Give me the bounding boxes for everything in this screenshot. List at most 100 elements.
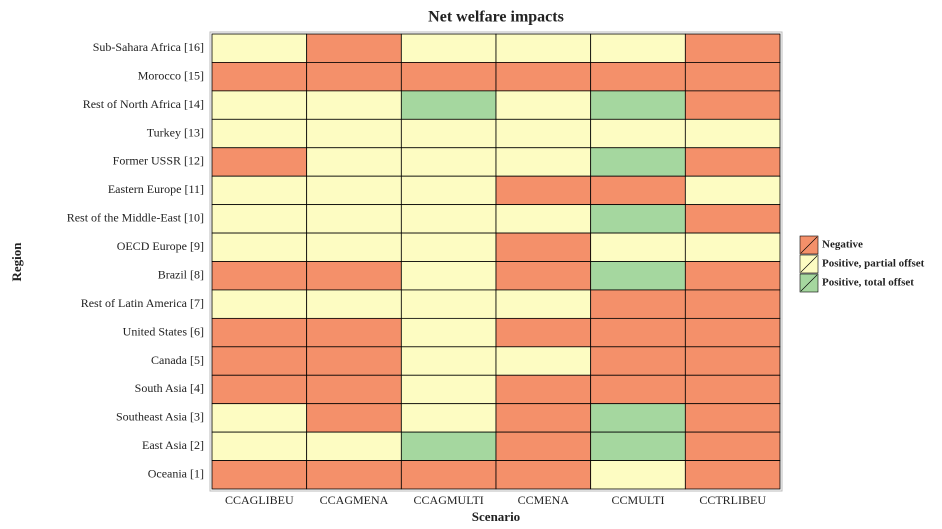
heatmap-cell	[211, 261, 308, 291]
y-tick-label: South Asia [4]	[135, 381, 204, 395]
heatmap-cell	[306, 90, 402, 120]
heatmap-cell	[495, 118, 592, 149]
heatmap-cell	[590, 374, 686, 405]
heatmap-cell	[590, 175, 686, 206]
y-tick-label: Eastern Europe [11]	[108, 182, 204, 196]
heatmap-cell	[306, 232, 402, 262]
heatmap-cell	[495, 62, 592, 92]
heatmap-cell	[400, 62, 497, 92]
heatmap-cell	[211, 147, 308, 177]
heatmap-cell	[684, 403, 781, 433]
panel-border	[209, 31, 783, 492]
heatmap-cell	[306, 289, 402, 319]
heatmap-cell	[211, 346, 308, 376]
heatmap-cell	[400, 431, 497, 461]
heatmap-cell	[684, 62, 781, 92]
heatmap-cell	[211, 204, 308, 234]
y-tick-label: Rest of the Middle-East [10]	[67, 211, 204, 225]
heatmap-cell	[211, 62, 308, 92]
y-tick-label: Brazil [8]	[158, 267, 204, 281]
heatmap-cell	[684, 33, 781, 63]
heatmap-cell	[590, 261, 686, 291]
heatmap-cell	[400, 289, 497, 319]
y-tick-label: Former USSR [12]	[113, 154, 204, 168]
heatmap-cell	[211, 374, 308, 405]
heatmap-cell	[684, 317, 781, 348]
x-tick-label: CCAGLIBEU	[225, 493, 294, 507]
heatmap-cell	[590, 118, 686, 149]
y-tick-label: OECD Europe [9]	[117, 239, 204, 253]
heatmap-cell	[400, 33, 497, 63]
chart-title: Net welfare impacts	[428, 9, 564, 26]
heatmap-cell	[590, 232, 686, 262]
heatmap-cell	[590, 346, 686, 376]
x-tick-label: CCMULTI	[612, 493, 665, 507]
heatmap-cell	[211, 317, 308, 348]
heatmap-cell	[400, 346, 497, 376]
heatmap-cell	[306, 374, 402, 405]
legend-label: Positive, total offset	[822, 277, 914, 289]
heatmap-cell	[400, 460, 497, 490]
heatmap-cell	[306, 403, 402, 433]
heatmap-cell	[211, 289, 308, 319]
heatmap-cell	[495, 289, 592, 319]
heatmap-cell	[684, 261, 781, 291]
heatmap-cell	[306, 175, 402, 206]
y-tick-label: Morocco [15]	[138, 68, 204, 82]
heatmap-cell	[590, 62, 686, 92]
heatmap-cell	[684, 460, 781, 490]
heatmap-cell	[211, 460, 308, 490]
heatmap-cell	[495, 431, 592, 461]
heatmap-cell	[590, 289, 686, 319]
y-tick-label: United States [6]	[123, 324, 204, 338]
heatmap-cell	[211, 232, 308, 262]
heatmap-cell	[306, 62, 402, 92]
heatmap-cell	[306, 33, 402, 63]
heatmap-cell	[684, 346, 781, 376]
heatmap-cell	[590, 460, 686, 490]
heatmap-cell	[495, 204, 592, 234]
heatmap-cell	[400, 90, 497, 120]
heatmap-cell	[211, 431, 308, 461]
heatmap-cell	[400, 118, 497, 149]
y-axis-title: Region	[9, 242, 24, 282]
y-tick-label: Southeast Asia [3]	[116, 410, 204, 424]
y-tick-label: Sub-Sahara Africa [16]	[93, 40, 204, 54]
legend-label: Positive, partial offset	[822, 258, 925, 270]
heatmap-cell	[590, 147, 686, 177]
heatmap-cell	[400, 204, 497, 234]
heatmap-cell	[495, 90, 592, 120]
y-tick-label: Rest of Latin America [7]	[81, 296, 204, 310]
legend-slash	[800, 274, 818, 292]
heatmap-cell	[684, 147, 781, 177]
heatmap-cell	[684, 289, 781, 319]
heatmap-cell	[684, 431, 781, 461]
heatmap-cell	[495, 232, 592, 262]
x-tick-label: CCMENA	[518, 493, 570, 507]
heatmap-cell	[211, 175, 308, 206]
heatmap-cell	[400, 175, 497, 206]
heatmap-cell	[211, 403, 308, 433]
heatmap-cell	[306, 317, 402, 348]
heatmap-cell	[306, 118, 402, 149]
heatmap-cell	[495, 175, 592, 206]
heatmap-cell	[400, 232, 497, 262]
heatmap-cell	[590, 90, 686, 120]
heatmap-cell	[211, 118, 308, 149]
x-tick-label: CCTRLIBEU	[699, 493, 766, 507]
heatmap-cell	[684, 175, 781, 206]
heatmap-cell	[400, 317, 497, 348]
heatmap-cell	[495, 33, 592, 63]
heatmap-cell	[590, 33, 686, 63]
heatmap-cell	[684, 232, 781, 262]
heatmap-cell	[590, 204, 686, 234]
heatmap-cell	[306, 431, 402, 461]
heatmap-cell	[495, 147, 592, 177]
heatmap-cell	[211, 33, 308, 63]
x-tick-label: CCAGMULTI	[414, 493, 484, 507]
y-tick-label: Oceania [1]	[148, 467, 204, 481]
heatmap-cell	[306, 346, 402, 376]
heatmap-cell	[684, 90, 781, 120]
x-axis-title: Scenario	[472, 509, 520, 524]
